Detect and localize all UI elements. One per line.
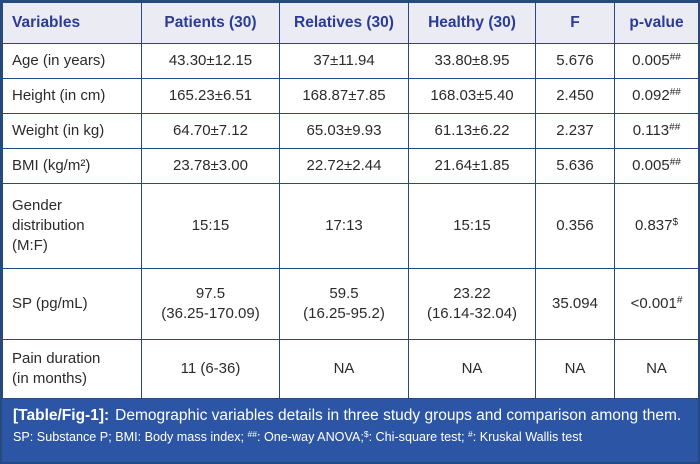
table-row-weight: Weight (in kg) 64.70±7.12 65.03±9.93 61.… <box>2 113 699 149</box>
p-value-superscript: ## <box>669 122 681 134</box>
cell-pvalue: 0.092## <box>614 78 699 114</box>
cell-pvalue: 0.005## <box>614 43 699 79</box>
cell-healthy: 23.22 (16.14-32.04) <box>408 268 536 340</box>
table-row-sp: SP (pg/mL) 97.5 (36.25-170.09) 59.5 (16.… <box>2 268 699 340</box>
cell-variable: Gender distribution (M:F) <box>2 183 142 269</box>
caption-label: [Table/Fig-1]: <box>13 407 110 424</box>
cell-relatives: 17:13 <box>279 183 409 269</box>
cell-relatives: 168.87±7.85 <box>279 78 409 114</box>
figure-caption: [Table/Fig-1]: Demographic variables deta… <box>2 399 698 462</box>
cell-pvalue: 0.113## <box>614 113 699 149</box>
cell-f: 2.450 <box>535 78 615 114</box>
anova-superscript: ## <box>247 429 257 440</box>
p-value: NA <box>646 360 667 378</box>
column-header-variables: Variables <box>2 2 142 44</box>
footnote-text: : Chi-square test; <box>368 430 468 445</box>
p-value: 0.113 <box>632 122 670 140</box>
footnote-text: : Kruskal Wallis test <box>472 430 583 445</box>
p-value-superscript: $ <box>672 217 679 229</box>
footnote-text: SP: Substance P; BMI: Body mass index; <box>13 430 248 445</box>
column-header-pvalue: p-value <box>614 2 699 44</box>
column-header-patients: Patients (30) <box>141 2 280 44</box>
chi-square-superscript: $ <box>363 429 369 440</box>
p-value-superscript: ## <box>669 52 681 64</box>
cell-patients: 97.5 (36.25-170.09) <box>141 268 280 340</box>
table-row-age: Age (in years) 43.30±12.15 37±11.94 33.8… <box>2 43 699 79</box>
cell-healthy: 21.64±1.85 <box>408 148 536 184</box>
cell-healthy: 61.13±6.22 <box>408 113 536 149</box>
cell-relatives: 37±11.94 <box>279 43 409 79</box>
kruskal-superscript: # <box>467 429 473 440</box>
p-value-superscript: ## <box>669 157 681 169</box>
cell-relatives: 22.72±2.44 <box>279 148 409 184</box>
cell-variable: Pain duration (in months) <box>2 339 142 399</box>
cell-f: 35.094 <box>535 268 615 340</box>
p-value: 0.092 <box>632 87 670 105</box>
cell-patients: 11 (6-36) <box>141 339 280 399</box>
cell-f: 2.237 <box>535 113 615 149</box>
cell-variable: Weight (in kg) <box>2 113 142 149</box>
cell-f: NA <box>535 339 615 399</box>
caption-description: Demographic variables details in three s… <box>115 407 682 424</box>
column-header-healthy: Healthy (30) <box>408 2 536 44</box>
cell-healthy: 168.03±5.40 <box>408 78 536 114</box>
p-value: <0.001 <box>630 295 677 313</box>
cell-pvalue: 0.005## <box>614 148 699 184</box>
p-value-superscript: # <box>676 295 683 307</box>
cell-relatives: 59.5 (16.25-95.2) <box>279 268 409 340</box>
p-value: 0.837 <box>634 217 673 235</box>
cell-variable: Height (in cm) <box>2 78 142 114</box>
cell-patients: 43.30±12.15 <box>141 43 280 79</box>
cell-patients: 165.23±6.51 <box>141 78 280 114</box>
p-value: 0.005 <box>632 52 670 70</box>
cell-relatives: NA <box>279 339 409 399</box>
cell-pvalue: NA <box>614 339 699 399</box>
footnote: SP: Substance P; BMI: Body mass index; #… <box>13 429 687 446</box>
cell-healthy: NA <box>408 339 536 399</box>
demographics-table: Variables Patients (30) Relatives (30) H… <box>2 2 699 399</box>
cell-healthy: 33.80±8.95 <box>408 43 536 79</box>
cell-patients: 64.70±7.12 <box>141 113 280 149</box>
cell-pvalue: 0.837$ <box>614 183 699 269</box>
header-row: Variables Patients (30) Relatives (30) H… <box>2 2 699 44</box>
cell-healthy: 15:15 <box>408 183 536 269</box>
cell-f: 0.356 <box>535 183 615 269</box>
cell-variable: SP (pg/mL) <box>2 268 142 340</box>
cell-f: 5.636 <box>535 148 615 184</box>
table-row-pain-duration: Pain duration (in months) 11 (6-36) NA N… <box>2 339 699 399</box>
table-row-bmi: BMI (kg/m²) 23.78±3.00 22.72±2.44 21.64±… <box>2 148 699 184</box>
cell-pvalue: <0.001# <box>614 268 699 340</box>
cell-variable: Age (in years) <box>2 43 142 79</box>
cell-variable: BMI (kg/m²) <box>2 148 142 184</box>
table-row-gender: Gender distribution (M:F) 15:15 17:13 15… <box>2 183 699 269</box>
table-row-height: Height (in cm) 165.23±6.51 168.87±7.85 1… <box>2 78 699 114</box>
column-header-f: F <box>535 2 615 44</box>
caption-text: [Table/Fig-1]: Demographic variables deta… <box>13 406 687 426</box>
footnote-text: : One-way ANOVA; <box>256 430 364 445</box>
p-value-superscript: ## <box>669 87 681 99</box>
p-value: 0.005 <box>632 157 670 175</box>
column-header-relatives: Relatives (30) <box>279 2 409 44</box>
cell-relatives: 65.03±9.93 <box>279 113 409 149</box>
cell-f: 5.676 <box>535 43 615 79</box>
cell-patients: 23.78±3.00 <box>141 148 280 184</box>
cell-patients: 15:15 <box>141 183 280 269</box>
